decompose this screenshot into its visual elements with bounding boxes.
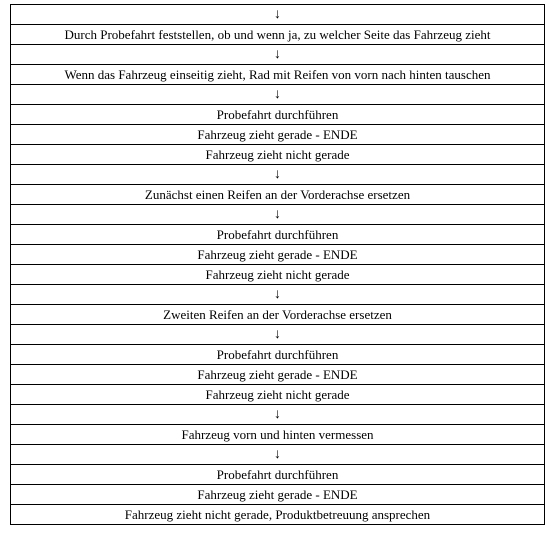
flowchart-row: Fahrzeug zieht gerade - ENDE	[11, 245, 545, 265]
flowchart-row: Probefahrt durchführen	[11, 345, 545, 365]
flowchart-step-label: Zweiten Reifen an der Vorderachse ersetz…	[11, 305, 545, 325]
flowchart-row: ↓	[11, 285, 545, 305]
flowchart-row: ↓	[11, 325, 545, 345]
flowchart-row: Probefahrt durchführen	[11, 465, 545, 485]
flowchart-step-label: Fahrzeug zieht gerade - ENDE	[11, 125, 545, 145]
arrow-down-icon: ↓	[11, 85, 545, 105]
flowchart-step-label: Probefahrt durchführen	[11, 465, 545, 485]
flowchart-row: ↓	[11, 165, 545, 185]
flowchart-row: Fahrzeug zieht nicht gerade	[11, 265, 545, 285]
arrow-down-icon: ↓	[11, 445, 545, 465]
arrow-down-icon: ↓	[11, 205, 545, 225]
flowchart-step-label: Fahrzeug zieht nicht gerade	[11, 265, 545, 285]
flowchart-step-label: Fahrzeug zieht nicht gerade, Produktbetr…	[11, 505, 545, 525]
flowchart-row: Probefahrt durchführen	[11, 105, 545, 125]
flowchart-step-label: Fahrzeug zieht nicht gerade	[11, 385, 545, 405]
arrow-down-icon: ↓	[11, 285, 545, 305]
flowchart-row: Fahrzeug zieht nicht gerade	[11, 385, 545, 405]
flowchart-step-label: Probefahrt durchführen	[11, 345, 545, 365]
flowchart-step-label: Fahrzeug zieht gerade - ENDE	[11, 245, 545, 265]
flowchart-step-label: Fahrzeug zieht gerade - ENDE	[11, 365, 545, 385]
flowchart-step-label: Zunächst einen Reifen an der Vorderachse…	[11, 185, 545, 205]
flowchart-step-label: Fahrzeug vorn und hinten vermessen	[11, 425, 545, 445]
arrow-down-icon: ↓	[11, 165, 545, 185]
arrow-down-icon: ↓	[11, 325, 545, 345]
flowchart-step-label: Probefahrt durchführen	[11, 225, 545, 245]
flowchart-row: Zunächst einen Reifen an der Vorderachse…	[11, 185, 545, 205]
flowchart-row: ↓	[11, 405, 545, 425]
arrow-down-icon: ↓	[11, 45, 545, 65]
flowchart-row: ↓	[11, 45, 545, 65]
flowchart-step-label: Probefahrt durchführen	[11, 105, 545, 125]
flowchart-row: Durch Probefahrt feststellen, ob und wen…	[11, 25, 545, 45]
flowchart-body: ↓Durch Probefahrt feststellen, ob und we…	[11, 5, 545, 525]
flowchart-row: ↓	[11, 205, 545, 225]
flowchart-step-label: Durch Probefahrt feststellen, ob und wen…	[11, 25, 545, 45]
flowchart-table: ↓Durch Probefahrt feststellen, ob und we…	[10, 4, 545, 525]
flowchart-row: Fahrzeug zieht gerade - ENDE	[11, 485, 545, 505]
flowchart-row: Fahrzeug zieht nicht gerade	[11, 145, 545, 165]
flowchart-row: ↓	[11, 85, 545, 105]
arrow-down-icon: ↓	[11, 5, 545, 25]
flowchart-row: Fahrzeug zieht gerade - ENDE	[11, 365, 545, 385]
flowchart-row: ↓	[11, 445, 545, 465]
flowchart-step-label: Wenn das Fahrzeug einseitig zieht, Rad m…	[11, 65, 545, 85]
flowchart-row: Zweiten Reifen an der Vorderachse ersetz…	[11, 305, 545, 325]
flowchart-row: ↓	[11, 5, 545, 25]
arrow-down-icon: ↓	[11, 405, 545, 425]
flowchart-row: Probefahrt durchführen	[11, 225, 545, 245]
flowchart-row: Fahrzeug vorn und hinten vermessen	[11, 425, 545, 445]
flowchart-row: Wenn das Fahrzeug einseitig zieht, Rad m…	[11, 65, 545, 85]
flowchart-step-label: Fahrzeug zieht gerade - ENDE	[11, 485, 545, 505]
flowchart-row: Fahrzeug zieht nicht gerade, Produktbetr…	[11, 505, 545, 525]
flowchart-step-label: Fahrzeug zieht nicht gerade	[11, 145, 545, 165]
flowchart-row: Fahrzeug zieht gerade - ENDE	[11, 125, 545, 145]
